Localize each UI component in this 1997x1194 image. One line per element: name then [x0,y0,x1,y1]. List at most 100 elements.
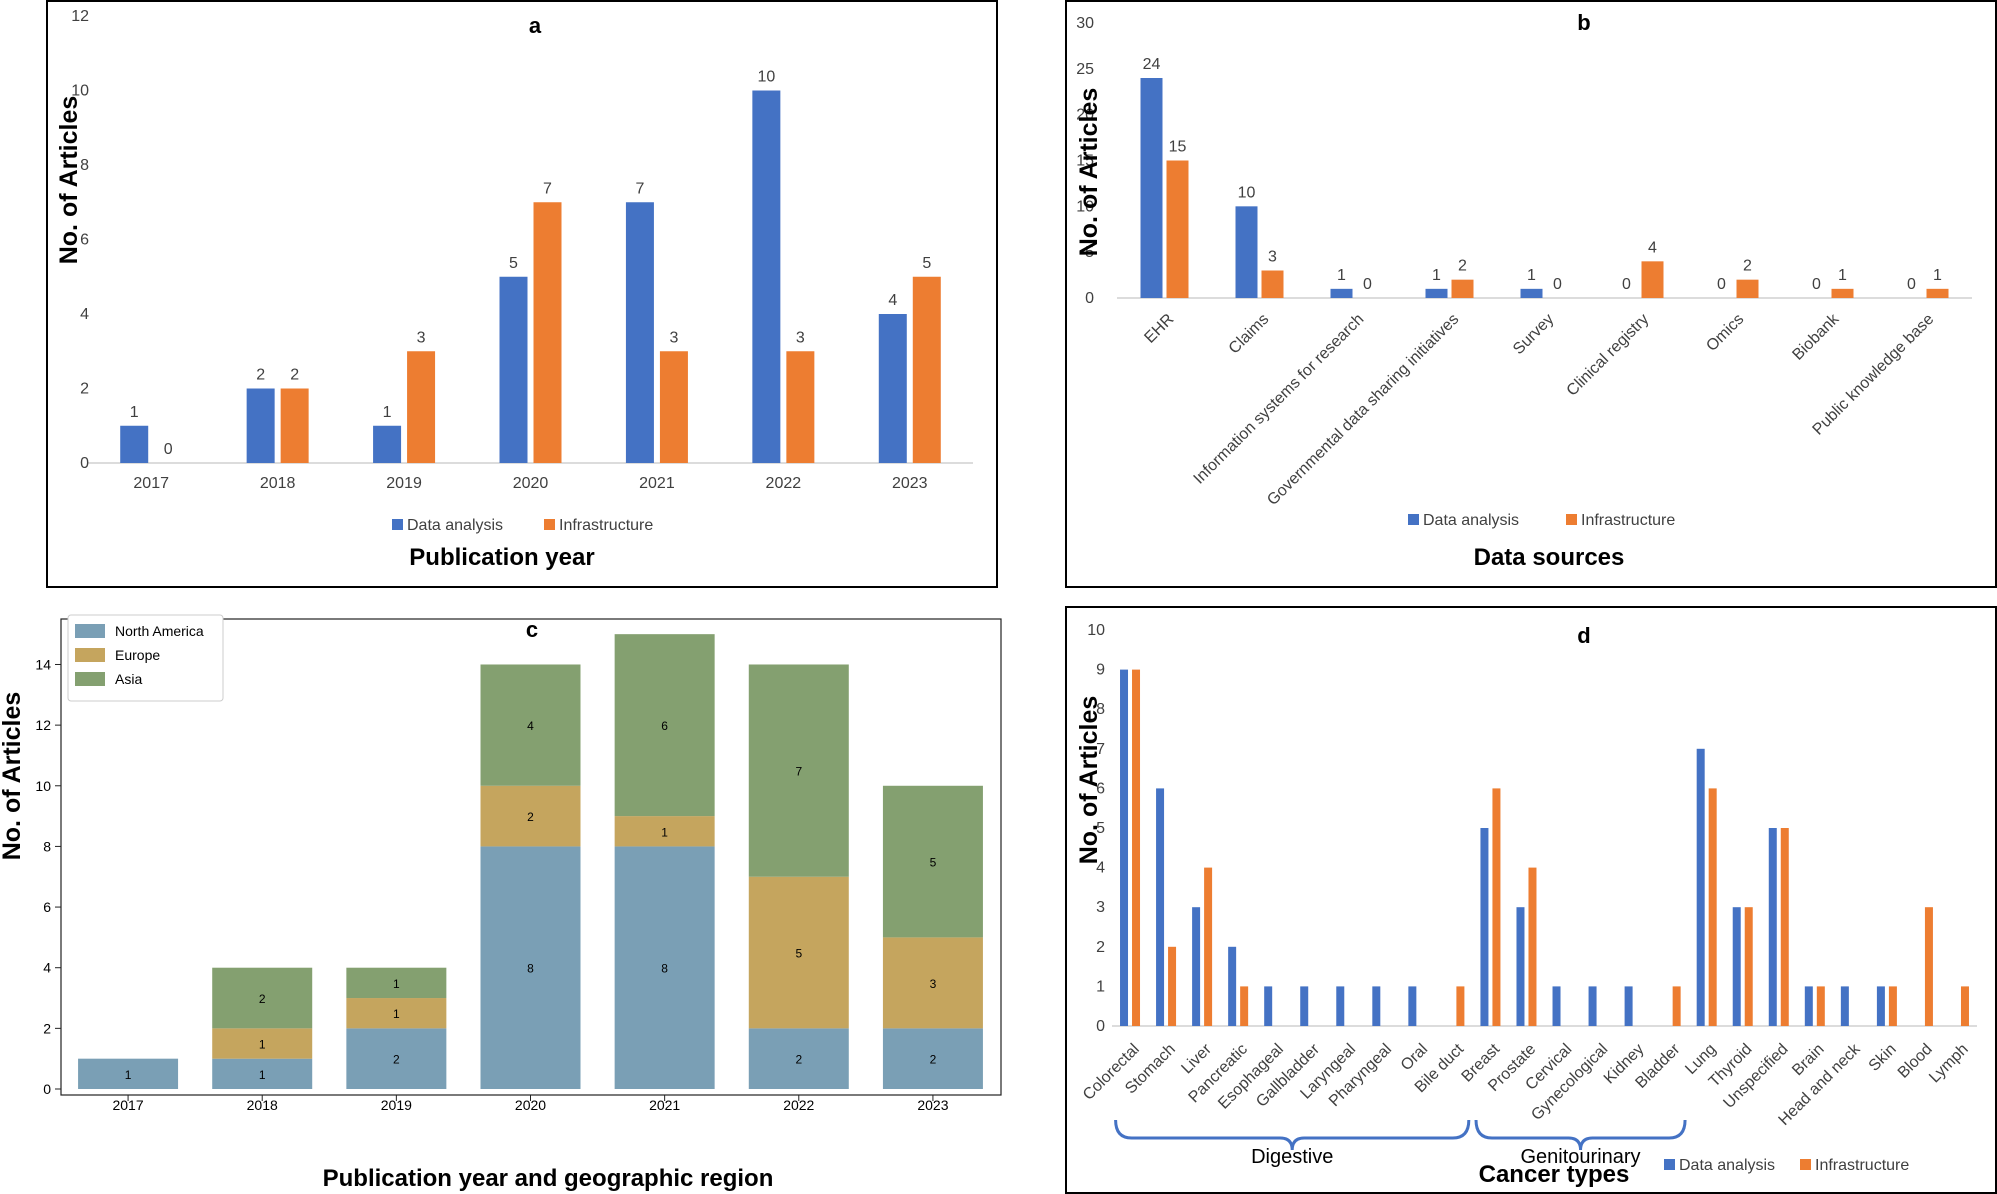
bar-north-america-2022 [748,1028,849,1089]
legend-label-infrastructure: Infrastructure [1815,1157,1909,1174]
legend-swatch-data-analysis [392,519,403,530]
data-label-north-america-2020: 8 [527,962,534,976]
chart-panel-b: 0 5 10 15 20 25 30 24 15 EHR 10 3 Claims 1 0 Informatio… [1065,0,1997,588]
bar-europe-2021 [614,816,715,847]
bar-data-analysis-pancreatic [1228,946,1237,1026]
legend-swatch-infrastructure [544,519,555,530]
y-tick-label: 7 [1096,741,1105,758]
bar-infrastructure-stomach [1168,946,1177,1026]
x-tick-label-2023: 2023 [917,1097,948,1113]
bar-data-analysis-lung [1696,748,1705,1026]
data-label-infrastructure-2018: 2 [290,367,299,384]
x-tick-label-ehr: EHR [1141,311,1177,347]
chart-title: c [526,617,538,642]
y-axis-label: No. of Articles [1075,696,1103,865]
y-tick-label: 10 [71,83,89,100]
group-label-genitourinary: Genitourinary [1521,1146,1641,1168]
bar-infrastructure-omics [1736,279,1759,298]
data-label-data-analysis-claims: 10 [1238,184,1256,201]
y-tick-label: 12 [71,8,89,25]
data-label-europe-2020: 2 [527,810,534,824]
bar-infrastructure-unspecified [1780,828,1789,1026]
y-tick-label: 5 [1085,244,1094,261]
bar-infrastructure-clinical-registry [1641,261,1664,298]
chart-title: d [1577,623,1590,648]
legend-label-infrastructure: Infrastructure [1581,512,1675,529]
bar-data-analysis-thyroid [1732,907,1741,1026]
bar-data-analysis-prostate [1516,907,1525,1026]
data-label-infrastructure-2017: 0 [164,441,173,458]
bar-data-analysis-2017 [120,425,149,463]
bar-north-america-2018 [212,1058,313,1089]
data-label-infrastructure-2023: 5 [922,255,931,272]
data-label-data-analysis-omics: 0 [1717,276,1726,293]
bar-data-analysis-esophageal [1264,986,1273,1026]
y-tick-label: 12 [35,717,51,733]
data-label-data-analysis-survey: 1 [1527,267,1536,284]
y-tick-label: 2 [43,1020,51,1036]
data-label-data-analysis-clinical-registry: 0 [1622,276,1631,293]
bar-data-analysis-pharyngeal [1372,986,1381,1026]
bar-data-analysis-head-and-neck [1840,986,1849,1026]
y-tick-label: 14 [35,656,51,672]
x-tick-label-2017: 2017 [133,475,169,492]
bar-europe-2018 [212,1028,313,1059]
x-tick-label-2019: 2019 [386,475,422,492]
data-label-infrastructure-clinical-registry: 4 [1648,239,1657,256]
data-label-north-america-2023: 2 [930,1053,937,1067]
bar-infrastructure-brain [1816,986,1825,1026]
bar-infrastructure-lung [1708,788,1717,1026]
y-tick-label: 30 [1076,15,1094,32]
data-label-infrastructure-public-knowledge-base: 1 [1933,267,1942,284]
bar-infrastructure-liver [1204,867,1213,1026]
bar-north-america-2021 [614,846,715,1089]
y-tick-label: 4 [1096,860,1105,877]
data-label-data-analysis-governmental-data-sharing-initiatives: 1 [1432,267,1441,284]
bar-data-analysis-gallbladder [1300,986,1309,1026]
x-tick-label-2019: 2019 [381,1097,412,1113]
chart-title: b [1577,10,1590,35]
legend-swatch-data-analysis [1664,1159,1675,1170]
data-label-europe-2019: 1 [393,1007,400,1021]
y-tick-label: 20 [1076,107,1094,124]
bar-asia-2018 [212,967,313,1029]
x-tick-label-2023: 2023 [892,475,928,492]
bar-data-analysis-unspecified [1768,828,1777,1026]
data-label-data-analysis-2023: 4 [888,292,897,309]
data-label-europe-2018: 1 [259,1038,266,1052]
bar-infrastructure-governmental-data-sharing-initiatives [1451,279,1474,298]
data-label-infrastructure-2021: 3 [669,329,678,346]
bar-infrastructure-prostate [1528,867,1537,1026]
bar-infrastructure-2021 [659,351,688,463]
bar-asia-2022 [748,664,849,877]
y-tick-label: 10 [1087,622,1105,639]
data-label-north-america-2019: 2 [393,1053,400,1067]
x-axis-label: Publication year [409,544,594,571]
legend-swatch-europe [75,648,105,662]
data-label-asia-2022: 7 [795,765,802,779]
bar-data-analysis-2019 [373,425,402,463]
bar-data-analysis-stomach [1156,788,1165,1026]
legend-swatch-north-america [75,624,105,638]
bar-infrastructure-2019 [407,351,436,463]
bar-asia-2021 [614,634,715,817]
x-tick-label-governmental-data-sharing-initiatives: Governmental data sharing initiatives [1264,311,1462,509]
y-tick-label: 3 [1096,899,1105,916]
bar-data-analysis-governmental-data-sharing-initiatives [1425,288,1448,298]
data-label-data-analysis-information-systems-for-research: 1 [1337,267,1346,284]
data-label-infrastructure-claims: 3 [1268,249,1277,266]
y-tick-label: 9 [1096,662,1105,679]
x-tick-label-omics: Omics [1703,311,1747,355]
bar-infrastructure-biobank [1831,288,1854,298]
legend-label-north-america: North America [115,623,204,639]
bar-europe-2022 [748,876,849,1029]
data-label-north-america-2017: 1 [125,1068,132,1082]
data-label-data-analysis-2017: 1 [130,404,139,421]
y-tick-label: 6 [1096,780,1105,797]
data-label-data-analysis-2022: 10 [757,69,775,86]
x-tick-label-2020: 2020 [513,475,549,492]
x-tick-label-biobank: Biobank [1789,310,1843,364]
data-label-europe-2023: 3 [930,977,937,991]
bar-data-analysis-kidney [1624,986,1633,1026]
